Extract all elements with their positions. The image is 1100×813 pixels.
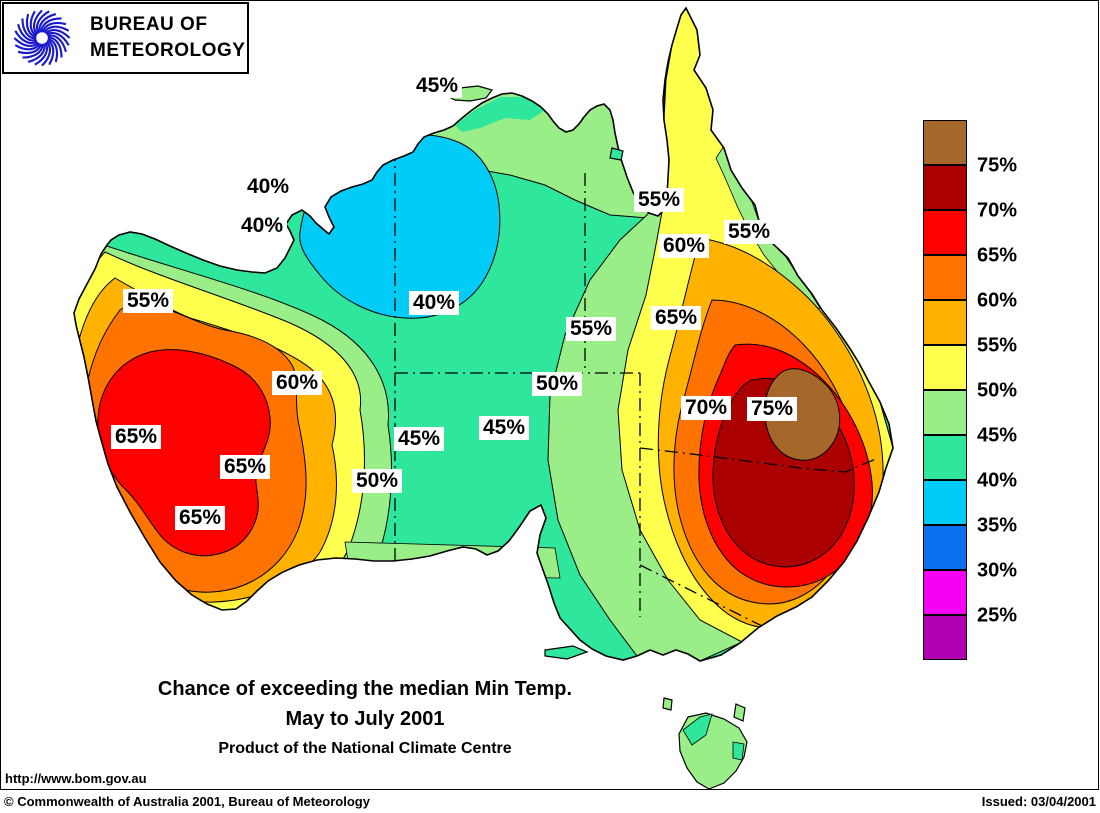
legend-label: 70%: [977, 199, 1018, 222]
contour-label: 65%: [174, 505, 226, 531]
contour-label: 60%: [271, 370, 323, 396]
legend-swatch-30: [923, 525, 967, 570]
legend-label: 25%: [977, 604, 1018, 627]
islands: [445, 85, 748, 790]
legend-label: 75%: [977, 154, 1018, 177]
kangaroo-island: [544, 645, 589, 660]
map-product-credit: Product of the National Climate Centre: [218, 740, 512, 757]
legend-label: 30%: [977, 559, 1018, 582]
legend-swatch-45: [923, 390, 967, 435]
king-island: [662, 697, 673, 711]
flinders-island: [733, 703, 746, 722]
contour-label: 65%: [650, 305, 702, 331]
contour-label: 45%: [393, 426, 445, 452]
bom-logo-text: BUREAU OF METEOROLOGY: [90, 12, 245, 64]
legend-swatch-55: [923, 300, 967, 345]
contour-label: 45%: [411, 73, 463, 99]
legend-label: 35%: [977, 514, 1018, 537]
bom-logo-box: BUREAU OF METEOROLOGY: [2, 2, 249, 74]
contour-label: 50%: [531, 371, 583, 397]
australia-map: [73, 6, 894, 790]
legend-swatch-40: [923, 435, 967, 480]
tasmania-e-patch: [732, 741, 745, 761]
contour-label: 55%: [565, 316, 617, 342]
contour-label: 70%: [680, 395, 732, 421]
legend-swatch-50: [923, 345, 967, 390]
map-titles: Chance of exceeding the median Min Temp.…: [0, 678, 730, 758]
region-45-50-south-coast: [344, 541, 561, 579]
map-title: Chance of exceeding the median Min Temp.: [157, 678, 573, 700]
legend-swatch-70: [923, 165, 967, 210]
legend-swatch-65: [923, 210, 967, 255]
legend-label: 65%: [977, 244, 1018, 267]
bom-logo-line2: METEOROLOGY: [90, 40, 246, 61]
contour-label: 40%: [408, 290, 460, 316]
bom-spiral-logo-icon: [12, 8, 72, 68]
map-subtitle-period: May to July 2001: [285, 708, 445, 730]
contour-label: 40%: [242, 174, 294, 200]
tasmania-nw-patch: [682, 713, 713, 746]
legend-swatch-60: [923, 255, 967, 300]
contour-label: 60%: [658, 233, 710, 259]
legend-label: 40%: [977, 469, 1018, 492]
contour-label: 55%: [723, 219, 775, 245]
region-40-45-darwin: [455, 97, 545, 132]
legend-swatch-25: [923, 570, 967, 615]
groote-island: [609, 147, 624, 161]
contour-label: 55%: [633, 187, 685, 213]
legend-label: 55%: [977, 334, 1018, 357]
contour-label: 65%: [219, 454, 271, 480]
contour-label: 75%: [746, 396, 798, 422]
legend-swatch-75: [923, 120, 967, 165]
legend-label: 60%: [977, 289, 1018, 312]
issued-date: Issued: 03/04/2001: [981, 794, 1096, 809]
contour-label: 55%: [122, 288, 174, 314]
contour-label: 65%: [110, 424, 162, 450]
contour-label: 40%: [236, 213, 288, 239]
legend-label: 50%: [977, 379, 1018, 402]
legend-swatch-35: [923, 480, 967, 525]
bom-logo-line1: BUREAU OF: [90, 14, 208, 35]
legend-swatch-below-25: [923, 615, 967, 660]
legend-label: 45%: [977, 424, 1018, 447]
bom-url: http://www.bom.gov.au: [5, 771, 147, 786]
contour-label: 45%: [478, 415, 530, 441]
contour-label: 50%: [351, 468, 403, 494]
australia-coastline: [73, 6, 894, 662]
copyright-text: © Commonwealth of Australia 2001, Bureau…: [4, 794, 370, 809]
